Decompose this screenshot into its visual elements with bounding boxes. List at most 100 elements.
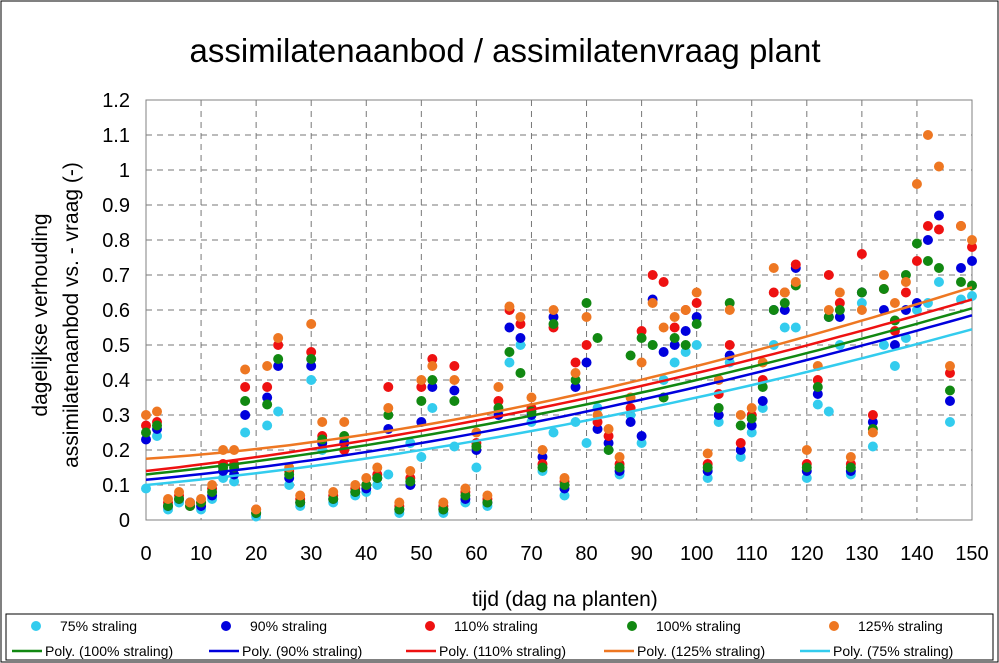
y-tick-label: 0.5 bbox=[102, 335, 130, 357]
data-point bbox=[471, 462, 482, 473]
data-point bbox=[350, 480, 361, 490]
data-point bbox=[922, 256, 933, 266]
data-point bbox=[867, 417, 878, 427]
data-point bbox=[669, 322, 680, 333]
y-tick-label: 0.7 bbox=[102, 265, 130, 287]
data-point bbox=[295, 490, 306, 501]
y-tick-label: 0.8 bbox=[102, 230, 130, 252]
data-point bbox=[383, 382, 394, 392]
data-point bbox=[967, 291, 977, 301]
data-point bbox=[141, 420, 151, 431]
data-point bbox=[735, 420, 746, 431]
data-point bbox=[614, 452, 625, 462]
data-point bbox=[570, 375, 581, 385]
data-point bbox=[152, 406, 163, 417]
data-point bbox=[603, 445, 614, 455]
data-point bbox=[262, 392, 273, 403]
data-point bbox=[427, 375, 438, 385]
data-point bbox=[636, 326, 647, 336]
data-point bbox=[845, 452, 856, 462]
data-point bbox=[306, 347, 317, 357]
data-point bbox=[460, 490, 471, 501]
trendline bbox=[145, 286, 973, 461]
data-point bbox=[592, 424, 603, 434]
data-point bbox=[944, 385, 955, 396]
data-point bbox=[801, 445, 812, 455]
data-point bbox=[790, 277, 801, 287]
data-point bbox=[768, 287, 779, 298]
data-point bbox=[735, 410, 746, 420]
x-tick-label: 150 bbox=[955, 543, 988, 565]
legend-label: Poly. (110% straling) bbox=[439, 643, 566, 659]
data-point bbox=[647, 298, 658, 308]
data-point bbox=[691, 287, 702, 298]
legend-marker bbox=[829, 621, 839, 631]
x-axis-title: tijd (dag na planten) bbox=[472, 588, 658, 611]
legend-label: 75% straling bbox=[60, 618, 137, 634]
data-point bbox=[658, 322, 669, 333]
data-point bbox=[141, 410, 151, 420]
data-point bbox=[955, 221, 966, 231]
data-point bbox=[856, 305, 867, 315]
data-point bbox=[383, 469, 394, 480]
data-point bbox=[493, 382, 504, 392]
data-point bbox=[867, 427, 878, 438]
data-point bbox=[416, 382, 427, 392]
data-point bbox=[262, 420, 273, 431]
legend-label: 90% straling bbox=[250, 618, 327, 634]
chart-title: assimilatenaanbod / assimilatenvraag pla… bbox=[189, 32, 820, 69]
data-point bbox=[680, 340, 691, 350]
data-point bbox=[658, 277, 669, 287]
data-point bbox=[306, 354, 317, 364]
data-point bbox=[328, 487, 339, 497]
data-point bbox=[900, 287, 911, 298]
x-tick-labels: 0 10 20 30 40 50 60 70 80 90 100 110 120 130 140 150 bbox=[140, 543, 988, 565]
data-point bbox=[295, 497, 306, 508]
series-100-straling bbox=[141, 238, 977, 518]
data-point bbox=[515, 340, 526, 350]
data-point bbox=[691, 319, 702, 329]
series-125-straling bbox=[141, 130, 977, 515]
data-point bbox=[735, 452, 746, 462]
y-tick-labels: 0 0.1 0.2 0.3 0.4 0.5 0.6 0.7 0.8 0.9 1 1.1 1.2 bbox=[102, 90, 130, 532]
data-point bbox=[967, 242, 977, 252]
legend-items: 75% straling 90% straling 110% straling 100… bbox=[12, 618, 953, 659]
data-point bbox=[911, 238, 922, 249]
data-point bbox=[823, 270, 834, 280]
data-point bbox=[680, 305, 691, 315]
data-point bbox=[856, 249, 867, 259]
y-tick-label: 0.4 bbox=[102, 370, 130, 392]
data-point bbox=[922, 221, 933, 231]
data-point bbox=[141, 434, 151, 445]
data-point bbox=[306, 361, 317, 371]
data-point bbox=[350, 487, 361, 497]
data-point bbox=[559, 490, 570, 501]
data-point bbox=[273, 340, 284, 350]
data-point bbox=[273, 361, 284, 371]
legend-label: 125% straling bbox=[858, 618, 943, 634]
data-point bbox=[922, 130, 933, 140]
trendline bbox=[145, 328, 973, 487]
data-point bbox=[163, 494, 174, 504]
data-point bbox=[372, 462, 383, 473]
data-point bbox=[647, 340, 658, 350]
data-point bbox=[636, 333, 647, 343]
data-point bbox=[174, 494, 185, 504]
data-point bbox=[603, 438, 614, 448]
data-point bbox=[185, 497, 196, 508]
y-axis-title-line-2: assimilatenaanbod vs. - vraag (-) bbox=[60, 162, 83, 468]
data-point bbox=[889, 361, 900, 371]
data-point bbox=[427, 382, 438, 392]
x-tick-label: 40 bbox=[355, 543, 377, 565]
data-point bbox=[262, 399, 273, 410]
data-point bbox=[592, 333, 603, 343]
data-point bbox=[702, 473, 713, 483]
data-point bbox=[746, 427, 757, 438]
data-point bbox=[944, 368, 955, 378]
data-point bbox=[240, 396, 251, 406]
data-point bbox=[757, 382, 768, 392]
data-point bbox=[603, 431, 614, 441]
data-point bbox=[779, 298, 790, 308]
data-point bbox=[625, 417, 636, 427]
data-point bbox=[878, 270, 889, 280]
